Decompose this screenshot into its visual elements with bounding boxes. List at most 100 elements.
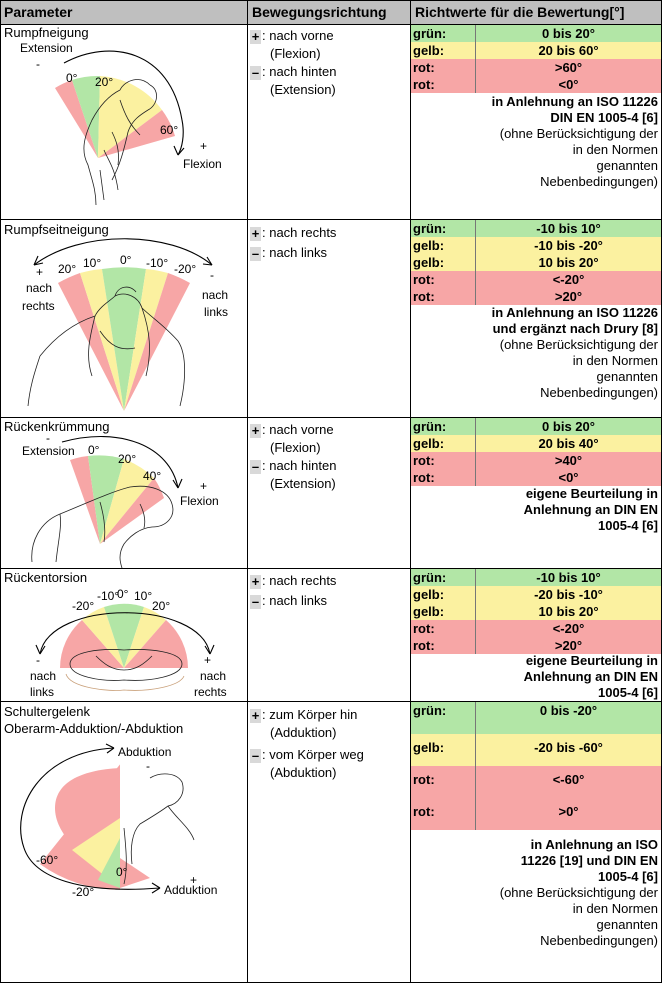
- fig-label: 20°: [58, 262, 76, 276]
- fig-label: nach: [202, 288, 228, 302]
- grid-line: [0, 219, 662, 220]
- fig-label: Extension: [20, 41, 73, 55]
- fig-label: -: [210, 268, 214, 282]
- fig-label: rechts: [22, 299, 55, 313]
- value-row: gelb: 20 bis 60°: [411, 42, 662, 59]
- value-table: grün: 0 bis 20° gelb: 20 bis 60° rot: >60° …: [411, 25, 662, 93]
- value-table: grün: -10 bis 10° gelb: -20 bis -10° gelb:…: [411, 569, 662, 654]
- minus-sign: –: [250, 64, 261, 80]
- row-title: Oberarm-Adduktion/-Abduktion: [4, 721, 184, 736]
- fig-label: 0°: [88, 443, 100, 457]
- direction-list: +: zum Körper hin (Adduktion) –: vom Kör…: [248, 706, 408, 782]
- shoulder-figure: Abduktion - -60° -20° 0° Adduktion +: [20, 743, 217, 898]
- fig-label: +: [204, 653, 211, 667]
- header-parameter: Parameter: [0, 0, 247, 24]
- fig-label: -20°: [72, 599, 94, 613]
- fig-label: 60°: [160, 123, 178, 137]
- fig-label: -20°: [174, 262, 196, 276]
- minus-sign: –: [250, 747, 261, 763]
- fig-label: 40°: [143, 469, 161, 483]
- fig-label: +: [36, 265, 43, 279]
- value-note: in Anlehnung an ISO 11226 [19] und DIN E…: [499, 837, 658, 948]
- minus-sign: –: [250, 245, 261, 261]
- plus-sign: +: [250, 707, 261, 723]
- fig-label: 0°: [116, 865, 128, 879]
- value-row: rot: >60°: [411, 59, 662, 76]
- direction-sub: (Extension): [270, 82, 336, 97]
- value-row: grün: 0 bis 20°: [411, 418, 662, 435]
- value-table: grün: -10 bis 10° gelb: -10 bis -20° gelb:…: [411, 220, 662, 305]
- direction-text: : nach rechts: [262, 573, 337, 588]
- value-row: rot: >20°: [411, 288, 662, 305]
- fig-label: -60°: [36, 853, 58, 867]
- row-title: Rückentorsion: [4, 570, 88, 585]
- plus-sign: +: [250, 422, 261, 438]
- direction-list: +: nach vorne (Flexion) –: nach hinten (…: [248, 27, 408, 99]
- value-row: grün: 0 bis -20°: [411, 702, 662, 734]
- grid-line: [0, 568, 662, 569]
- direction-text: : zum Körper hin: [262, 707, 358, 722]
- plus-sign: +: [250, 225, 261, 241]
- grid-line: [0, 0, 662, 1]
- direction-sub: (Abduktion): [270, 765, 337, 780]
- direction-text: : nach hinten: [262, 458, 337, 473]
- fig-label: 0°: [117, 587, 129, 601]
- grid-line: [0, 701, 662, 702]
- fig-label: 0°: [66, 71, 78, 85]
- fig-label: Extension: [22, 444, 75, 458]
- trunk-flexion-figure: Extension - 0° 20° 60° + Flexion: [20, 41, 222, 206]
- back-curvature-figure: - Extension 0° 20° 40° + Flexion: [22, 432, 219, 568]
- fig-label: +: [200, 479, 207, 493]
- value-row: rot: <-20°: [411, 271, 662, 288]
- grid-line: [0, 0, 1, 983]
- row-title: Rückenkrümmung: [4, 419, 110, 434]
- fig-label: 10°: [83, 256, 101, 270]
- value-row: rot: <-20°: [411, 620, 662, 637]
- minus-sign: –: [250, 458, 261, 474]
- direction-text: : nach hinten: [262, 64, 337, 79]
- fig-label: 20°: [118, 452, 136, 466]
- direction-list: +: nach rechts –: nach links: [248, 572, 408, 610]
- grid-line: [247, 0, 248, 983]
- fig-label: nach: [200, 669, 226, 683]
- grid-line: [410, 0, 411, 983]
- fig-label: -10°: [146, 256, 168, 270]
- direction-text: : nach links: [262, 593, 328, 608]
- header-values: Richtwerte für die Bewertung[°]: [411, 0, 662, 24]
- direction-text: : nach vorne: [262, 28, 334, 43]
- direction-text: : vom Körper weg: [262, 747, 364, 762]
- fig-label: rechts: [194, 685, 227, 699]
- plus-sign: +: [250, 573, 261, 589]
- fig-label: -10°: [97, 589, 119, 603]
- minus-sign: –: [250, 593, 261, 609]
- fig-label: -: [36, 653, 40, 667]
- row-title: Schultergelenk: [4, 704, 90, 719]
- value-row: rot: >40°: [411, 452, 662, 469]
- value-row: rot: <0°: [411, 469, 662, 486]
- value-row: rot: <-60°: [411, 766, 662, 798]
- fig-label: Flexion: [180, 494, 219, 508]
- value-note: in Anlehnung an ISO 11226 und ergänzt na…: [491, 305, 658, 400]
- fig-label: -20°: [72, 885, 94, 898]
- fig-label: Flexion: [183, 157, 222, 171]
- grid-line: [0, 417, 662, 418]
- direction-sub: (Flexion): [270, 46, 321, 61]
- row-title: Rumpfneigung: [4, 25, 89, 40]
- back-torsion-figure: -20° -10° 0° 10° 20° - nach links + nach…: [30, 587, 227, 699]
- fig-label: 20°: [95, 75, 113, 89]
- fig-label: 10°: [134, 589, 152, 603]
- fig-label: Abduktion: [118, 745, 171, 759]
- fig-label: -: [46, 432, 50, 445]
- value-note: eigene Beurteilung in Anlehnung an DIN E…: [523, 653, 658, 700]
- value-row: grün: -10 bis 10°: [411, 569, 662, 586]
- direction-sub: (Extension): [270, 476, 336, 491]
- value-row: rot: >0°: [411, 798, 662, 830]
- fig-label: nach: [30, 669, 56, 683]
- row-title: Rumpfseitneigung: [4, 222, 109, 237]
- fig-label: Adduktion: [164, 883, 217, 897]
- header-direction: Bewegungsrichtung: [248, 0, 410, 24]
- value-row: gelb: 20 bis 40°: [411, 435, 662, 452]
- value-table: grün: 0 bis -20° gelb: -20 bis -60° rot: <-…: [411, 702, 662, 830]
- fig-label: 0°: [120, 253, 132, 267]
